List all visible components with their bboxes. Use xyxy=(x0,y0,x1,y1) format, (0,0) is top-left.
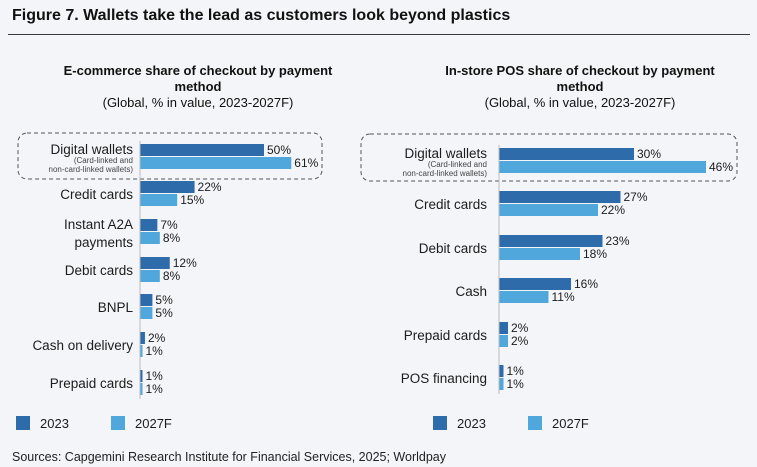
left-value-prepaid-cards-2027f: 1% xyxy=(146,382,164,396)
left-category-label-instant-a2a-payments: Instant A2A xyxy=(64,217,133,232)
right-bar-credit-cards-2027f xyxy=(499,204,598,216)
left-bar-instant-a2a-payments-2027f xyxy=(140,232,160,244)
left-value-instant-a2a-payments-2023: 7% xyxy=(160,218,178,232)
right-bar-digital-wallets-2027f xyxy=(499,161,706,173)
left-highlight-box xyxy=(17,132,323,180)
right-value-cash-2023: 16% xyxy=(574,277,598,291)
right-chart-title: In-store POS share of checkout by paymen… xyxy=(445,63,715,94)
right-value-pos-financing-2023: 1% xyxy=(507,364,525,378)
left-chart-subtitle: (Global, % in value, 2023-2027F) xyxy=(102,95,294,110)
right-bar-cash-2027f xyxy=(499,291,549,303)
right-category-label-pos-financing: POS financing xyxy=(401,371,487,386)
right-value-debit-cards-2027f: 18% xyxy=(583,247,607,261)
left-category-label-cash-on-delivery: Cash on delivery xyxy=(32,338,133,353)
left-value-credit-cards-2027f: 15% xyxy=(180,193,204,207)
left-value-instant-a2a-payments-2027f: 8% xyxy=(163,231,181,245)
right-value-pos-financing-2027f: 1% xyxy=(507,377,525,391)
left-legend-label-2027f: 2027F xyxy=(135,416,172,431)
left-bar-prepaid-cards-2023 xyxy=(140,370,143,382)
right-panel-title: In-store POS share of checkout by paymen… xyxy=(430,63,730,111)
title-divider xyxy=(8,34,750,35)
right-value-debit-cards-2023: 23% xyxy=(606,234,630,248)
left-category-label-credit-cards: Credit cards xyxy=(60,187,133,202)
left-bar-cash-on-delivery-2023 xyxy=(140,332,145,344)
left-value-prepaid-cards-2023: 1% xyxy=(146,369,164,383)
right-chart-subtitle: (Global, % in value, 2023-2027F) xyxy=(484,95,676,110)
right-category-label-cash: Cash xyxy=(455,284,487,299)
left-category-label-prepaid-cards: Prepaid cards xyxy=(50,376,134,391)
left-category-note-digital-wallets-1: (Card-linked and xyxy=(74,156,133,165)
left-bar-instant-a2a-payments-2023 xyxy=(140,219,158,231)
right-value-digital-wallets-2023: 30% xyxy=(637,147,661,161)
left-bar-prepaid-cards-2027f xyxy=(140,383,143,395)
right-value-credit-cards-2027f: 22% xyxy=(601,203,625,217)
right-category-label-digital-wallets: Digital wallets xyxy=(404,146,487,161)
left-value-bnpl-2027f: 5% xyxy=(155,306,173,320)
right-bar-pos-financing-2023 xyxy=(499,365,504,377)
left-bar-bnpl-2027f xyxy=(140,307,153,319)
left-bar-debit-cards-2023 xyxy=(140,257,170,269)
left-value-digital-wallets-2027f: 61% xyxy=(294,156,318,170)
right-category-note-digital-wallets-2: non-card-linked wallets) xyxy=(403,169,488,178)
right-legend-label-2023: 2023 xyxy=(457,416,486,431)
right-bar-digital-wallets-2023 xyxy=(499,148,634,160)
figure-title: Figure 7. Wallets take the lead as custo… xyxy=(12,7,511,24)
left-category-label-bnpl: BNPL xyxy=(98,300,134,315)
right-category-label-prepaid-cards: Prepaid cards xyxy=(404,328,488,343)
right-bar-pos-financing-2027f xyxy=(499,378,504,390)
left-value-cash-on-delivery-2023: 2% xyxy=(148,331,166,345)
right-legend-swatch-2027f xyxy=(528,416,542,430)
right-value-cash-2027f: 11% xyxy=(552,290,575,304)
left-category-label-instant-a2a-payments-line2: payments xyxy=(74,235,133,250)
right-category-label-credit-cards: Credit cards xyxy=(414,197,487,212)
left-bar-credit-cards-2027f xyxy=(140,194,178,206)
source-note: Sources: Capgemini Research Institute fo… xyxy=(12,450,447,464)
left-category-label-digital-wallets: Digital wallets xyxy=(50,142,133,157)
left-category-note-digital-wallets-2: non-card-linked wallets) xyxy=(49,165,134,174)
right-legend-label-2027f: 2027F xyxy=(552,416,589,431)
left-legend-label-2023: 2023 xyxy=(40,416,69,431)
left-bar-bnpl-2023 xyxy=(140,294,153,306)
right-highlight-box xyxy=(360,133,738,182)
left-value-bnpl-2023: 5% xyxy=(155,293,173,307)
right-category-note-digital-wallets-1: (Card-linked and xyxy=(428,160,487,169)
right-category-label-debit-cards: Debit cards xyxy=(419,241,488,256)
left-bar-cash-on-delivery-2027f xyxy=(140,345,143,357)
left-panel-title: E-commerce share of checkout by payment … xyxy=(48,63,348,111)
left-bar-digital-wallets-2023 xyxy=(140,144,264,156)
left-category-label-debit-cards: Debit cards xyxy=(65,263,134,278)
left-legend-swatch-2023 xyxy=(16,416,30,430)
right-value-prepaid-cards-2027f: 2% xyxy=(511,334,529,348)
right-bar-debit-cards-2027f xyxy=(499,248,580,260)
right-bar-cash-2023 xyxy=(499,278,571,290)
right-bar-debit-cards-2023 xyxy=(499,235,603,247)
left-legend-swatch-2027f xyxy=(111,416,125,430)
right-value-digital-wallets-2027f: 46% xyxy=(709,160,733,174)
left-value-cash-on-delivery-2027f: 1% xyxy=(146,344,164,358)
left-value-digital-wallets-2023: 50% xyxy=(267,143,291,157)
right-bar-prepaid-cards-2027f xyxy=(499,335,508,347)
left-bar-digital-wallets-2027f xyxy=(140,157,292,169)
left-chart-title: E-commerce share of checkout by payment … xyxy=(63,63,333,94)
left-value-debit-cards-2023: 12% xyxy=(173,256,197,270)
left-value-debit-cards-2027f: 8% xyxy=(163,269,181,283)
left-value-credit-cards-2023: 22% xyxy=(198,180,222,194)
right-bar-prepaid-cards-2023 xyxy=(499,322,508,334)
right-value-credit-cards-2023: 27% xyxy=(624,190,648,204)
right-value-prepaid-cards-2023: 2% xyxy=(511,321,529,335)
right-legend-swatch-2023 xyxy=(433,416,447,430)
left-bar-credit-cards-2023 xyxy=(140,181,195,193)
left-bar-debit-cards-2027f xyxy=(140,270,160,282)
right-bar-credit-cards-2023 xyxy=(499,191,621,203)
